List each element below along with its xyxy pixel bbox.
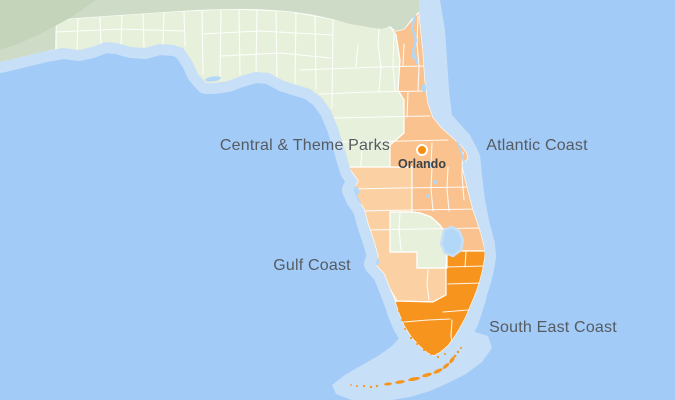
label-south-east-coast[interactable]: South East Coast bbox=[489, 319, 617, 336]
small-lake bbox=[426, 194, 430, 198]
county-border-line bbox=[446, 265, 485, 268]
county-border-line bbox=[430, 142, 433, 167]
key-island bbox=[442, 363, 450, 369]
florida-keys bbox=[350, 310, 462, 389]
county-border-line bbox=[402, 43, 405, 67]
county-border-line bbox=[299, 65, 425, 71]
florida-landmass bbox=[0, 0, 485, 356]
mangrove-islet bbox=[430, 353, 432, 355]
lake-okeechobee bbox=[439, 225, 465, 258]
label-central-theme-parks[interactable]: Central & Theme Parks bbox=[220, 137, 390, 154]
river-lake bbox=[411, 53, 417, 59]
county-border-line bbox=[360, 144, 363, 167]
county-border-line bbox=[464, 251, 467, 268]
mangrove-islet bbox=[444, 353, 446, 355]
county-border-line bbox=[426, 269, 430, 301]
mangrove-islet bbox=[436, 355, 440, 359]
county-border-line bbox=[403, 318, 451, 323]
region-south-east-coast[interactable] bbox=[394, 250, 485, 356]
county-border-line bbox=[332, 115, 431, 119]
key-island bbox=[433, 368, 443, 374]
county-border-line bbox=[238, 9, 241, 76]
key-island bbox=[449, 356, 455, 364]
key-islet bbox=[350, 384, 352, 386]
key-island bbox=[384, 382, 392, 386]
apalachicola-bay bbox=[205, 76, 221, 82]
orlando-marker[interactable] bbox=[416, 144, 428, 156]
orlando-label[interactable]: Orlando bbox=[398, 157, 446, 171]
small-lake bbox=[433, 180, 437, 184]
county-border-line bbox=[319, 90, 427, 95]
label-atlantic-coast[interactable]: Atlantic Coast bbox=[486, 137, 588, 154]
mangrove-islet bbox=[398, 310, 400, 312]
mangrove-islet bbox=[409, 336, 413, 340]
key-islet bbox=[456, 350, 460, 354]
county-border-line bbox=[355, 44, 359, 67]
county-border-line bbox=[351, 186, 471, 190]
county-border-line bbox=[314, 15, 317, 90]
out-of-state-land bbox=[0, 0, 419, 62]
small-lake bbox=[428, 162, 434, 168]
out-of-state-shade bbox=[0, 0, 96, 50]
county-border-line bbox=[447, 282, 483, 285]
label-gulf-coast[interactable]: Gulf Coast bbox=[273, 257, 351, 274]
county-border-line bbox=[201, 10, 204, 75]
key-islet bbox=[369, 385, 373, 389]
key-island bbox=[422, 372, 432, 378]
county-border-line bbox=[255, 9, 258, 72]
county-border-line bbox=[416, 15, 420, 92]
county-border-line bbox=[294, 12, 297, 85]
mangrove-islet bbox=[416, 343, 418, 345]
key-islet bbox=[356, 385, 358, 387]
county-border-line bbox=[219, 9, 222, 81]
key-islet bbox=[362, 384, 366, 388]
county-border-line bbox=[377, 15, 382, 93]
key-islet bbox=[460, 347, 462, 349]
neighboring-states-land bbox=[0, 0, 419, 62]
county-border-line bbox=[220, 52, 332, 59]
keys-shelf bbox=[332, 330, 492, 400]
mangrove-islet bbox=[400, 318, 404, 322]
mangrove-islet bbox=[404, 328, 406, 330]
county-border-line bbox=[406, 91, 409, 118]
county-border-line bbox=[392, 34, 396, 92]
county-borders bbox=[55, 8, 485, 350]
county-border-line bbox=[76, 17, 79, 51]
key-islet bbox=[453, 354, 457, 358]
county-border-line bbox=[99, 16, 102, 46]
key-islet bbox=[375, 384, 379, 388]
county-border-line bbox=[162, 12, 165, 46]
county-border-line bbox=[339, 139, 449, 143]
county-border-line bbox=[55, 28, 185, 33]
county-border-line bbox=[398, 212, 402, 251]
mangrove-islet bbox=[422, 348, 426, 352]
county-border-line bbox=[359, 208, 480, 212]
county-border-line bbox=[275, 10, 278, 80]
county-border-line bbox=[142, 13, 145, 48]
key-island bbox=[408, 376, 420, 382]
county-border-line bbox=[201, 30, 333, 36]
key-island bbox=[395, 380, 405, 384]
lake-george bbox=[421, 84, 427, 92]
county-border-line bbox=[430, 166, 434, 212]
county-border-line bbox=[446, 166, 450, 212]
county-border-line bbox=[442, 309, 469, 313]
county-border-line bbox=[183, 11, 186, 47]
county-border-line bbox=[366, 227, 484, 231]
